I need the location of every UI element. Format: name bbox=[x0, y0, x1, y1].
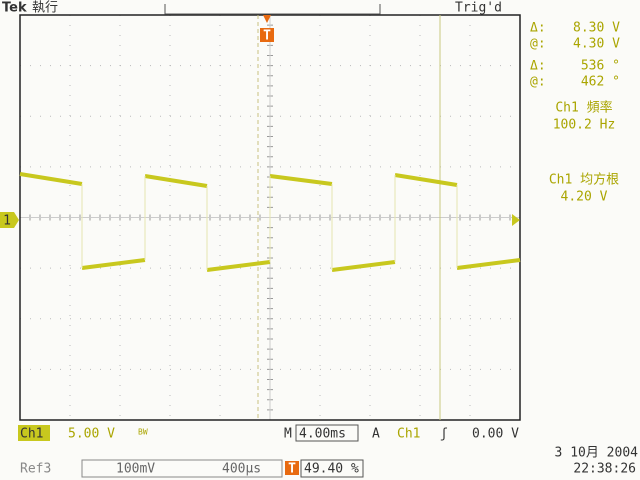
time-per-div: 4.00ms bbox=[299, 427, 346, 442]
trigger-position: 49.40 % bbox=[304, 462, 359, 477]
run-state: 執行 bbox=[32, 0, 58, 16]
date: 3 10月 2004 bbox=[555, 446, 639, 461]
footer-trigger-bg bbox=[285, 461, 299, 475]
brand: Tek bbox=[2, 1, 27, 16]
cursor-label: Δ: bbox=[530, 59, 546, 74]
trigger-level-marker bbox=[512, 214, 520, 226]
cursor-value: 4.30 V bbox=[573, 37, 620, 52]
cursor-value: 462 ° bbox=[581, 75, 620, 90]
measurement-value: 4.20 V bbox=[561, 190, 608, 205]
waveform bbox=[19, 172, 521, 272]
footer-trigger: T bbox=[288, 462, 296, 477]
channel-badge bbox=[18, 425, 50, 441]
trigger-pointer bbox=[263, 15, 271, 23]
ref: Ref3 bbox=[20, 462, 51, 477]
measurement-name: Ch1 頻率 bbox=[555, 100, 612, 116]
measurement-name: Ch1 均方根 bbox=[549, 172, 619, 188]
record-bar bbox=[164, 4, 381, 15]
bandwidth: BW bbox=[138, 428, 148, 437]
trigger-label: A bbox=[372, 427, 380, 442]
ref-volts: 100mV bbox=[116, 462, 155, 477]
ref-time: 400μs bbox=[222, 462, 261, 477]
measurement-value: 100.2 Hz bbox=[553, 118, 616, 133]
ref-box bbox=[81, 459, 283, 478]
channel-marker-bg bbox=[0, 212, 19, 228]
trigger-source: Ch1 bbox=[397, 427, 420, 442]
trigger-level: 0.00 V bbox=[472, 427, 519, 442]
footer-channel: Ch1 bbox=[20, 427, 43, 442]
cursor-label: @: bbox=[530, 37, 546, 52]
time-box bbox=[295, 424, 359, 442]
trigger-state: Trig'd bbox=[455, 1, 502, 16]
waveform-edges bbox=[81, 175, 458, 270]
position-box bbox=[300, 459, 364, 478]
trigger-slope: ʃ bbox=[440, 427, 448, 442]
channel-marker: 1 bbox=[3, 214, 11, 229]
cursor-value: 8.30 V bbox=[573, 21, 620, 36]
volts-per-div: 5.00 V bbox=[68, 427, 115, 442]
cursor-label: Δ: bbox=[530, 21, 546, 36]
time-label: M bbox=[284, 427, 292, 442]
cursor-label: @: bbox=[530, 75, 546, 90]
cursor-value: 536 ° bbox=[581, 59, 620, 74]
trigger-marker-bg bbox=[260, 28, 274, 42]
time: 22:38:26 bbox=[573, 462, 636, 477]
trigger-marker: T bbox=[263, 29, 271, 44]
